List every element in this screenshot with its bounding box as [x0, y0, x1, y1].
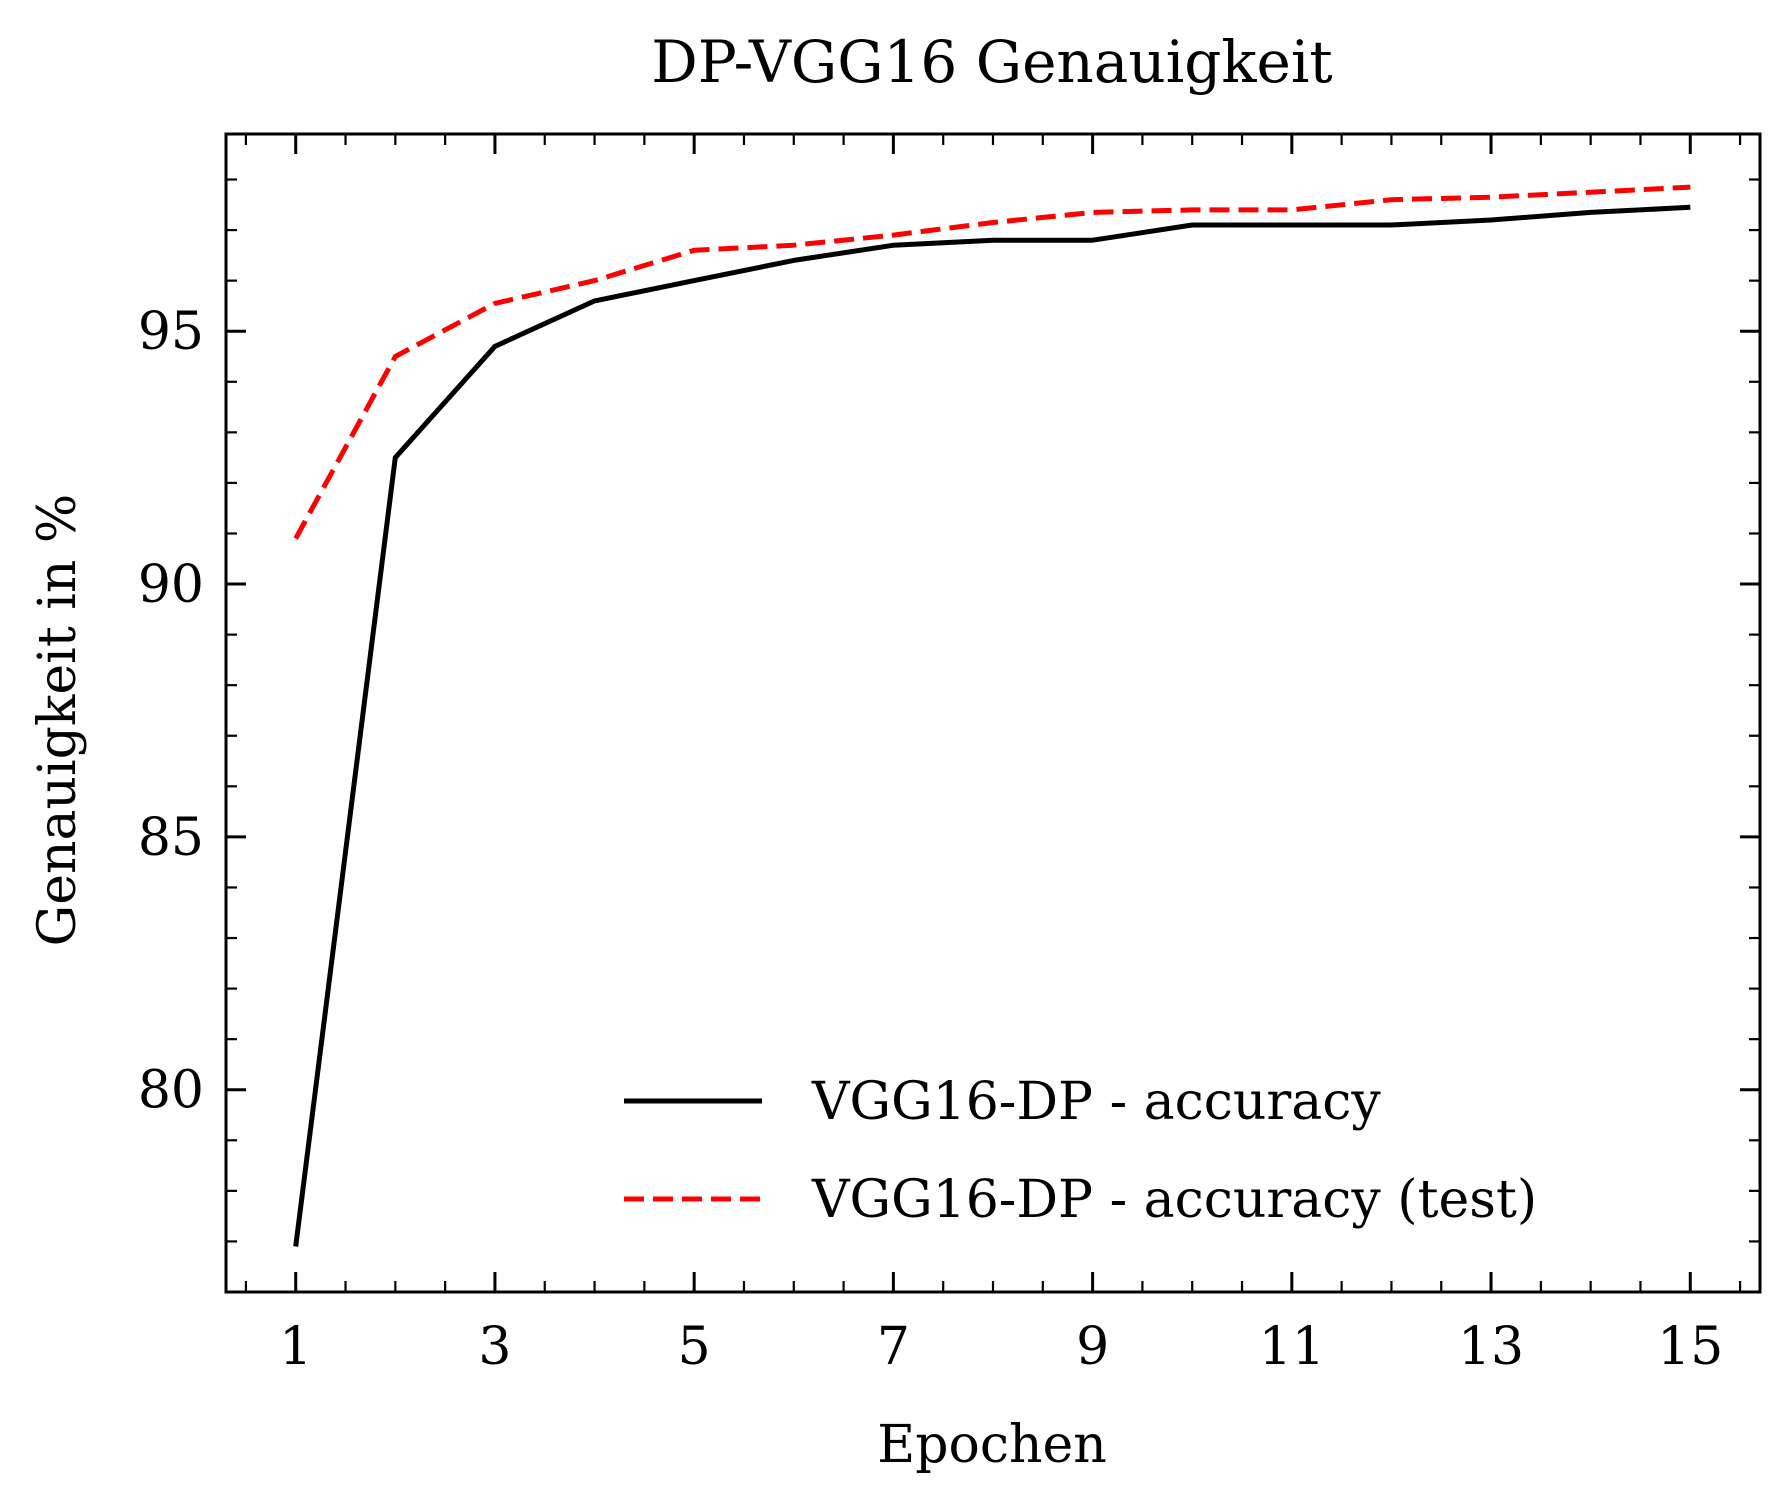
y-tick-label: 85	[138, 808, 204, 868]
y-tick-label: 95	[138, 302, 204, 362]
y-tick-label: 90	[138, 555, 204, 615]
series-layer	[293, 184, 1691, 1247]
legend: VGG16-DP - accuracy VGG16-DP - accuracy (…	[624, 1072, 1537, 1230]
legend-label-2: VGG16-DP - accuracy (test)	[811, 1170, 1537, 1230]
x-tick-label: 7	[877, 1317, 910, 1377]
y-tick-label: 80	[138, 1061, 204, 1121]
series-line-1	[293, 204, 1691, 1247]
legend-label-1: VGG16-DP - accuracy	[811, 1072, 1381, 1132]
series-line-2	[293, 184, 1691, 540]
x-tick-label: 1	[279, 1317, 312, 1377]
plot-area-frame	[224, 132, 1762, 1294]
x-tick-label: 9	[1076, 1317, 1109, 1377]
y-axis-label: Genauigkeit in %	[28, 494, 88, 947]
x-tick-label: 13	[1458, 1317, 1524, 1377]
axis-ticks	[226, 134, 1760, 1292]
x-tick-label: 3	[478, 1317, 511, 1377]
x-tick-label: 5	[678, 1317, 711, 1377]
x-tick-label: 15	[1657, 1317, 1723, 1377]
x-tick-label: 11	[1259, 1317, 1325, 1377]
x-axis-label: Epochen	[877, 1415, 1106, 1475]
chart-title: DP-VGG16 Genauigkeit	[651, 28, 1332, 96]
